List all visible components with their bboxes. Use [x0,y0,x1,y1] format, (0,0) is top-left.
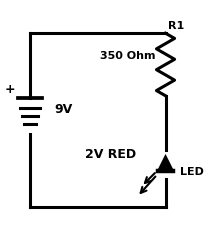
Polygon shape [158,157,173,171]
Text: R1: R1 [167,21,184,31]
Text: 9V: 9V [54,103,73,116]
Text: LED: LED [180,168,203,178]
Text: 350 Ohm: 350 Ohm [100,51,155,61]
Text: +: + [5,83,15,96]
Text: 2V RED: 2V RED [85,148,136,161]
